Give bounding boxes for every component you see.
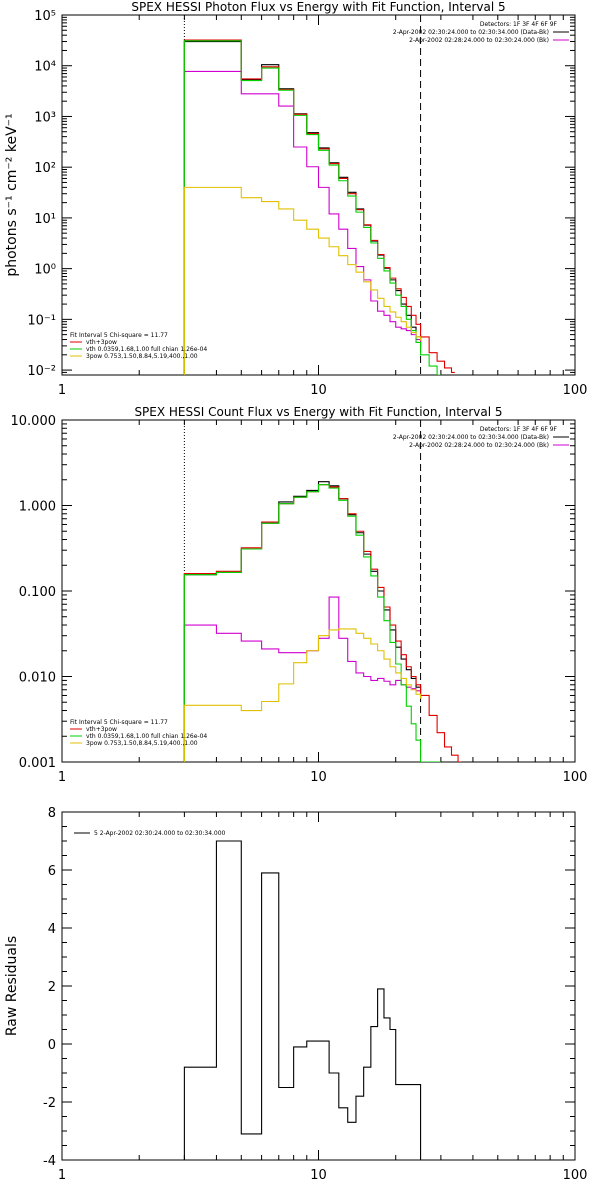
y-tick-label-1: 1.000 [19, 500, 56, 515]
legend-bottom-text-0: vth 0.0359,1.68,1.00 full chian 1.26e-04 [86, 346, 207, 353]
y-axis-label-0: photons s⁻¹ cm⁻² keV⁻¹ [4, 113, 20, 276]
y-tick-label-1: 0.010 [19, 671, 56, 686]
y-tick-label-0: 10² [34, 161, 56, 176]
x-tick-label-0: 1 [58, 383, 66, 398]
series-line-1-4 [183, 628, 422, 762]
x-tick-label-0: 100 [563, 383, 588, 398]
series-line-0-2 [183, 39, 455, 375]
y-tick-label-0: 10⁰ [34, 263, 56, 278]
y-tick-label-2: 4 [48, 922, 56, 937]
legend-top-text-1: 2-Apr-2002 02:30:24.000 to 02:30:34.000 … [393, 434, 549, 441]
series-line-2-0 [183, 840, 422, 1160]
plot-frame-0 [61, 14, 576, 376]
y-tick-label-2: -4 [43, 1154, 56, 1169]
series-line-1-2 [183, 484, 462, 762]
y-tick-label-2: -2 [43, 1096, 56, 1111]
legend-bottom-text-0: vth+3pow [86, 339, 117, 346]
series-line-0-4 [183, 186, 422, 375]
x-tick-label-0: 10 [310, 383, 327, 398]
series-line-1-1 [183, 596, 421, 762]
legend-text-2: 5 2-Apr-2002 02:30:24.000 to 02:30:34.00… [94, 830, 226, 837]
x-tick-label-2: 1 [58, 1168, 66, 1183]
series-line-1-0 [183, 481, 422, 762]
legend-bottom-text-1: 3pow 0.753,1.50,8.84,5.19,400.,1.00 [86, 740, 198, 747]
y-tick-label-2: 6 [48, 864, 56, 879]
chart-title-1: SPEX HESSI Count Flux vs Energy with Fit… [134, 405, 502, 419]
y-tick-label-0: 10⁻¹ [27, 313, 56, 328]
y-tick-label-1: 10.000 [11, 414, 57, 429]
legend-bottom-text-0: Fit Interval 5 Chi-square = 11.77 [70, 332, 168, 339]
y-tick-label-0: 10⁻² [27, 364, 56, 379]
x-tick-label-2: 10 [310, 1168, 327, 1183]
y-tick-label-0: 10¹ [34, 212, 56, 227]
legend-bottom-text-1: vth+3pow [86, 726, 117, 733]
plot-frame-1 [61, 419, 576, 763]
legend-top-text-1: 2-Apr-2002 02:28:24.000 to 02:30:24.000 … [409, 442, 549, 449]
y-tick-label-2: 8 [48, 806, 56, 821]
y-tick-label-0: 10⁴ [34, 60, 56, 75]
legend-top-text-0: 2-Apr-2002 02:30:24.000 to 02:30:34.000 … [393, 29, 549, 36]
legend-bottom-text-1: vth 0.0359,1.68,1.00 full chian 1.26e-04 [86, 733, 207, 740]
legend-bottom-text-1: Fit Interval 5 Chi-square = 11.77 [70, 719, 168, 726]
series-line-0-1 [183, 70, 422, 375]
x-tick-label-2: 100 [563, 1168, 588, 1183]
legend-top-text-1: Detectors: 1F 3F 4F 6F 9F [480, 426, 558, 433]
x-tick-label-1: 1 [58, 770, 66, 785]
series-line-0-0 [183, 40, 422, 375]
y-axis-label-2: Raw Residuals [4, 936, 20, 1036]
series-line-0-3 [183, 40, 441, 375]
y-tick-label-2: 2 [48, 980, 56, 995]
legend-top-text-0: Detectors: 1F 3F 4F 6F 9F [480, 21, 558, 28]
x-tick-label-1: 10 [310, 770, 327, 785]
chart-title-0: SPEX HESSI Photon Flux vs Energy with Fi… [131, 0, 505, 14]
y-tick-label-1: 0.001 [19, 756, 56, 771]
plot-frame-2 [61, 811, 576, 1161]
y-tick-label-0: 10⁵ [34, 9, 56, 24]
x-tick-label-1: 100 [563, 770, 588, 785]
y-tick-label-0: 10³ [34, 110, 56, 125]
legend-top-text-0: 2-Apr-2002 02:28:24.000 to 02:30:24.000 … [409, 37, 549, 44]
series-line-1-3 [183, 484, 441, 762]
y-tick-label-1: 0.100 [19, 585, 56, 600]
y-tick-label-2: 0 [48, 1038, 56, 1053]
legend-bottom-text-0: 3pow 0.753,1.50,8.84,5.19,400.,1.00 [86, 353, 198, 360]
